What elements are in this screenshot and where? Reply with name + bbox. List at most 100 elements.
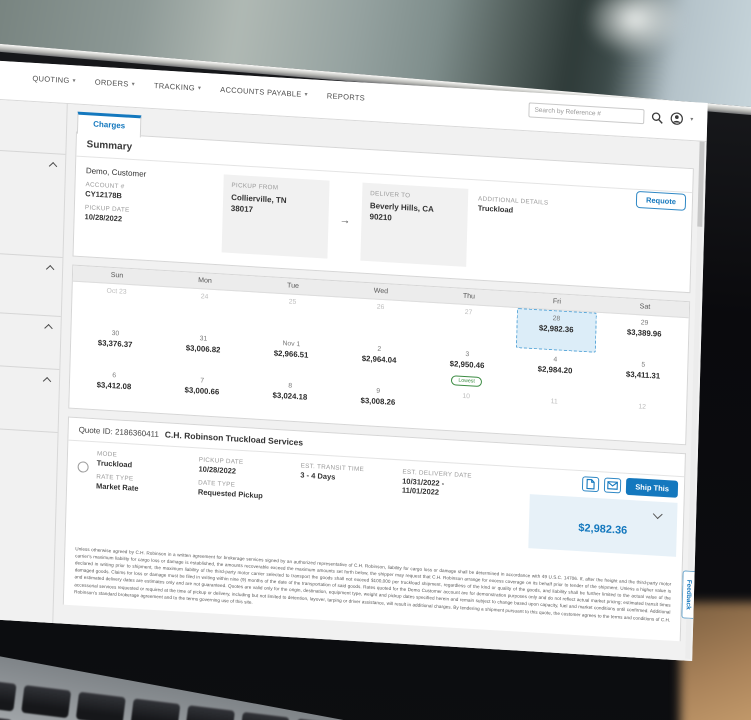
quote-radio[interactable] [77,461,89,473]
calendar-day[interactable]: 5 $3,411.31 [598,355,687,402]
app-body: Charges Summary Demo, Customer ACCOUNT #… [0,99,707,661]
customer-name: Demo, Customer [85,166,147,179]
nav-item-label: REPORTS [326,91,366,103]
quote-card: Quote ID: 2186360411 C.H. Robinson Truck… [62,416,686,642]
calendar-price: $2,982.36 [538,323,574,335]
sidebar-section [0,252,63,316]
quote-carrier: C.H. Robinson Truckload Services [164,429,304,448]
nav-item-label: ACCOUNTS PAYABLE [220,85,302,99]
delivery-value: 10/31/2022 - 11/01/2022 [401,476,445,497]
calendar-date: 10 [462,392,471,401]
chevron-up-icon[interactable] [48,161,58,171]
calendar-day[interactable]: 6 $3,412.08 [69,366,158,413]
calendar-date: 25 [288,298,297,306]
document-button[interactable] [582,476,600,493]
app-header: QUOTING ▾ ORDERS ▾ TRACKING ▾ ACCOUNTS P… [0,60,708,142]
calendar-day[interactable]: 31 $3,006.82 [158,329,247,376]
main-content: Charges Summary Demo, Customer ACCOUNT #… [53,104,706,661]
laptop-screen: QUOTING ▾ ORDERS ▾ TRACKING ▾ ACCOUNTS P… [0,60,708,661]
sidebar-section [0,311,61,369]
calendar-day-lowest[interactable]: 3 $2,950.46 Lowest [422,345,511,392]
nav-item-accounts-payable[interactable]: ACCOUNTS PAYABLE ▾ [220,85,308,99]
calendar-day: 25 [248,292,337,339]
background-highlight [585,0,685,57]
quote-id: Quote ID: 2186360411 [78,425,160,439]
quote-actions: Ship This [582,475,679,498]
calendar-day[interactable]: Nov 1 $2,966.51 [246,334,335,381]
price-panel: $2,982.36 [528,494,678,557]
calendar-day[interactable]: 7 $3,000.66 [157,371,246,418]
envelope-icon [607,481,619,490]
sidebar-section [0,364,60,433]
nav-item-label: QUOTING [32,73,70,86]
calendar-date: 24 [200,293,209,301]
calendar-day-selected[interactable]: 28 $2,982.36 [515,307,597,353]
additional-details: ADDITIONAL DETAILS Truckload [476,189,638,276]
calendar-day[interactable]: 2 $2,964.04 [334,339,423,386]
pickup-from-label: PICKUP FROM [231,181,279,192]
keyboard-key [0,713,13,720]
calendar-date: 27 [464,308,473,317]
nav-item-label: TRACKING [153,81,196,93]
user-icon[interactable] [670,112,683,126]
calendar-day: 12 [597,397,686,444]
caret-down-icon: ▾ [72,77,76,84]
caret-down-icon: ▾ [304,91,308,98]
quote-col-mode: MODE Truckload RATE TYPE Market Rate [95,450,175,543]
calendar-day: Oct 23 [72,282,161,329]
customer-info: Demo, Customer ACCOUNT # CY12178B PICKUP… [84,166,214,252]
rate-calendar: Sun Mon Tue Wed Thu Fri Sat Oct 23 24 25… [68,264,691,446]
chevron-up-icon[interactable] [42,377,52,386]
calendar-day: 10 [421,387,510,434]
nav-item-reports[interactable]: REPORTS [327,91,365,102]
calendar-day[interactable]: 30 $3,376.37 [70,324,159,371]
calendar-day: 26 [336,297,425,344]
sidebar-section [0,149,66,257]
search-icon[interactable] [651,111,663,124]
caret-down-icon: ▾ [197,85,202,92]
nav-item-orders[interactable]: ORDERS ▾ [95,78,135,89]
caret-down-icon[interactable]: ▾ [690,116,694,123]
caret-down-icon: ▾ [131,81,136,88]
document-icon [586,478,595,490]
calendar-day: 24 [160,287,249,334]
deliver-to-value: Beverly Hills, CA 90210 [369,201,434,223]
calendar-day: 11 [509,392,598,439]
keyboard-key [0,678,17,712]
lowest-badge: Lowest [451,375,482,388]
requote-button[interactable]: Requote [635,190,687,211]
quote-col-transit: EST. TRANSIT TIME 3 - 4 Days [298,462,378,555]
ship-this-button[interactable]: Ship This [626,477,679,498]
nav-item-quoting[interactable]: QUOTING ▾ [32,74,76,86]
calendar-day: 27 [424,303,513,350]
deliver-to-box: DELIVER TO Beverly Hills, CA 90210 [360,182,469,267]
search-input[interactable] [528,102,645,125]
chevron-down-icon[interactable] [652,509,663,520]
chevron-up-icon[interactable] [44,323,53,333]
nav-item-label: ORDERS [94,77,129,89]
arrow-right-icon: → [339,214,351,227]
quote-col-delivery: EST. DELIVERY DATE 10/31/2022 - 11/01/20… [400,468,482,561]
calendar-date: 11 [550,398,558,406]
search-cluster: ▾ [528,102,693,127]
pickup-from-box: PICKUP FROM Collierville, TN 38017 [221,174,330,259]
summary-card: Summary Demo, Customer ACCOUNT # CY12178… [72,131,694,294]
keyboard-key [21,684,72,719]
calendar-date: Oct 23 [106,287,127,296]
deliver-to-label: DELIVER TO [370,190,411,200]
email-button[interactable] [604,477,622,494]
calendar-day[interactable]: 8 $3,024.18 [245,376,334,423]
quote-price: $2,982.36 [578,522,628,537]
nav-item-tracking[interactable]: TRACKING ▾ [154,81,202,93]
quote-col-dates: PICKUP DATE 10/28/2022 DATE TYPE Request… [196,456,276,549]
calendar-day[interactable]: 29 $3,389.96 [600,313,689,360]
tab-charges[interactable]: Charges [76,111,142,138]
calendar-day[interactable]: 4 $2,984.20 [510,350,599,397]
chevron-up-icon[interactable] [45,264,55,274]
calendar-date: 26 [376,303,385,312]
keyboard-key [75,691,126,720]
feedback-button[interactable]: Feedback [681,570,695,619]
quote-body: MODE Truckload RATE TYPE Market Rate PIC… [66,441,685,576]
calendar-day[interactable]: 9 $3,008.26 [333,381,422,428]
